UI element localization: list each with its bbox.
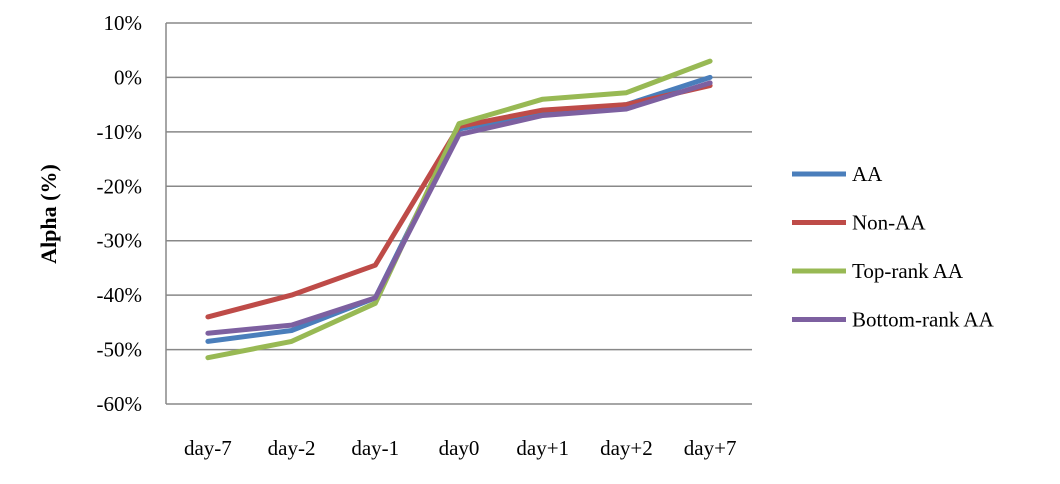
y-tick-label: -40% [97, 283, 143, 307]
y-tick-label: -20% [97, 174, 143, 198]
x-tick-label: day-2 [268, 436, 316, 460]
legend-label: Bottom-rank AA [852, 308, 995, 332]
y-tick-label: 10% [104, 11, 143, 35]
legend-label: AA [852, 162, 883, 186]
x-tick-label: day+2 [600, 436, 653, 460]
x-tick-label: day+7 [684, 436, 737, 460]
legend: AA Non-AA Top-rank AA Bottom-rank AA [792, 162, 995, 332]
x-tick-label: day+1 [516, 436, 569, 460]
y-tick-label: -50% [97, 338, 143, 362]
y-tick-label: -10% [97, 120, 143, 144]
y-tick-label: -60% [97, 392, 143, 416]
series-line [205, 80, 713, 336]
y-tick-label: 0% [114, 65, 142, 89]
y-tick-label: -30% [97, 229, 143, 253]
x-tick-label: day-1 [351, 436, 399, 460]
legend-label: Top-rank AA [852, 259, 964, 283]
legend-label: Non-AA [852, 211, 926, 235]
series-lines [205, 58, 713, 361]
series-line [205, 58, 713, 361]
series-line [205, 74, 713, 344]
y-axis-label: Alpha (%) [36, 164, 61, 264]
series-line [205, 83, 713, 320]
x-tick-label: day-7 [184, 436, 232, 460]
y-tick-labels: 10% 0% -10% -20% -30% -40% -50% -60% [97, 11, 143, 416]
x-tick-labels: day-7 day-2 day-1 day0 day+1 day+2 day+7 [184, 436, 737, 460]
x-tick-label: day0 [439, 436, 480, 460]
